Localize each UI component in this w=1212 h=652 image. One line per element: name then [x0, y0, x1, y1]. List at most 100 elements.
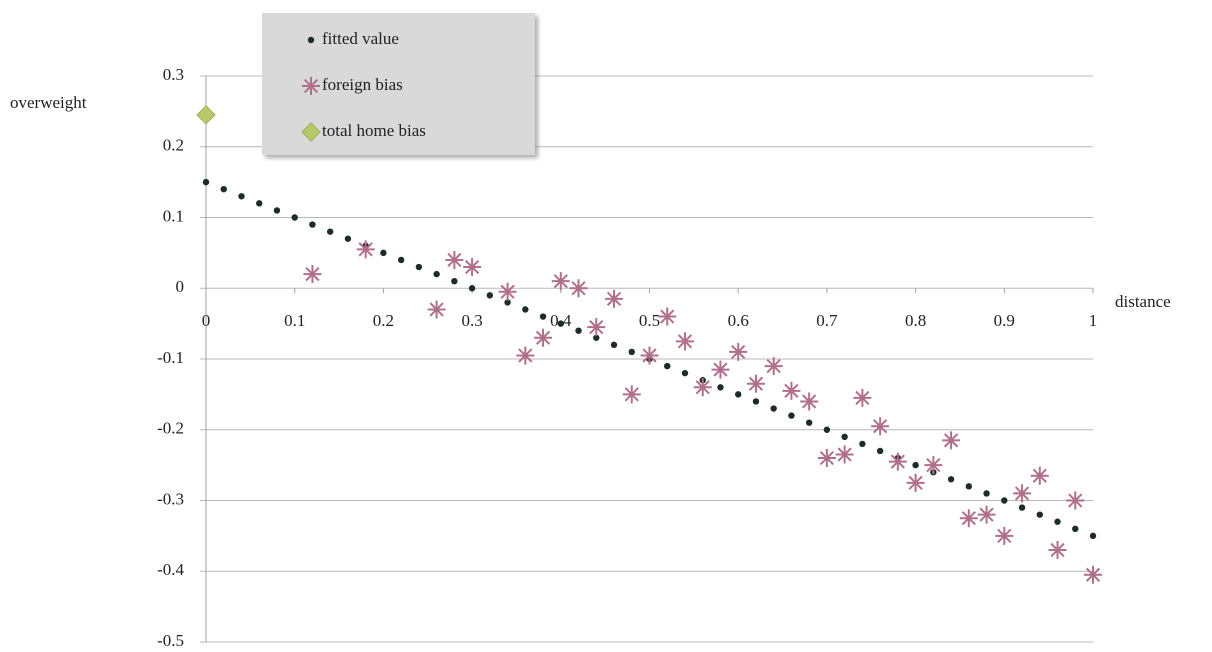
foreign-bias-point	[729, 342, 748, 361]
foreign-bias-point	[693, 378, 712, 397]
fitted-point	[1054, 518, 1061, 525]
fitted-point	[1036, 511, 1043, 518]
x-tick-label: 0.1	[284, 311, 305, 330]
foreign-bias-point	[1030, 466, 1049, 485]
fitted-point	[539, 313, 547, 320]
fitted-point	[291, 214, 298, 221]
fitted-point	[912, 461, 919, 469]
y-tick-label: -0.2	[157, 419, 184, 438]
home-bias-point	[196, 105, 216, 125]
fitted-point	[468, 285, 476, 292]
fitted-point	[397, 256, 405, 264]
fitted-point	[805, 419, 813, 426]
legend-marker	[301, 122, 321, 142]
fitted-point	[983, 490, 990, 497]
y-tick-label: -0.1	[157, 348, 184, 367]
fitted-point	[947, 476, 955, 483]
fitted-point	[504, 299, 511, 306]
fitted-point	[735, 391, 742, 398]
y-tick-label: 0.1	[163, 206, 184, 225]
fitted-point	[841, 433, 848, 441]
fitted-point	[433, 270, 440, 278]
foreign-bias-point	[675, 332, 694, 351]
foreign-bias-point	[427, 300, 446, 319]
foreign-bias-point	[906, 473, 925, 492]
x-axis-label: distance	[1115, 292, 1171, 311]
x-tick-label: 0.7	[816, 311, 838, 330]
fitted-point	[522, 306, 529, 313]
fitted-point	[238, 193, 245, 200]
fitted-point	[415, 263, 423, 271]
fitted-point	[770, 405, 777, 412]
x-tick-label: 0.8	[905, 311, 926, 330]
fitted-point	[451, 277, 458, 285]
foreign-bias-point	[463, 258, 482, 277]
legend-marker	[302, 77, 320, 95]
fitted-point	[965, 483, 973, 490]
foreign-bias-point	[445, 250, 464, 269]
fitted-point	[1018, 504, 1026, 511]
foreign-bias-point	[516, 346, 535, 365]
y-tick-label: 0.3	[163, 65, 184, 84]
y-axis-label: overweight	[10, 93, 87, 112]
fitted-point	[575, 327, 582, 334]
fitted-point	[876, 447, 884, 455]
fitted-point	[628, 348, 635, 356]
legend-label: total home bias	[322, 121, 426, 140]
y-tick-label: -0.5	[157, 631, 184, 650]
legend: fitted value foreign bias total home bias	[262, 13, 535, 155]
foreign-bias-point	[303, 265, 322, 284]
fitted-point	[859, 440, 866, 448]
fitted-point	[1072, 525, 1079, 532]
fitted-point	[788, 412, 795, 419]
x-tick-label: 0.2	[373, 311, 394, 330]
fitted-point	[486, 292, 494, 299]
x-tick-label: 0.3	[461, 311, 482, 330]
foreign-bias-point	[871, 417, 890, 436]
foreign-bias-point	[622, 385, 641, 404]
foreign-bias-point	[800, 392, 819, 411]
foreign-bias-point	[764, 357, 783, 376]
fitted-point	[823, 426, 831, 433]
x-tick-label: 0.6	[728, 311, 749, 330]
foreign-bias-point	[995, 526, 1014, 545]
foreign-bias-point	[782, 381, 801, 400]
legend-label: foreign bias	[322, 75, 403, 94]
foreign-bias-point	[942, 431, 961, 450]
foreign-bias-point	[1048, 541, 1067, 560]
fitted-point	[309, 221, 316, 228]
fitted-point	[202, 178, 210, 186]
foreign-bias-point	[551, 272, 570, 291]
fitted-point	[380, 249, 387, 257]
fitted-point	[344, 235, 352, 242]
foreign-bias-point	[817, 449, 836, 468]
foreign-bias-point	[569, 279, 588, 298]
foreign-bias-point	[853, 388, 872, 407]
fitted-point	[664, 362, 671, 370]
foreign-bias-point	[835, 445, 854, 464]
fitted-point	[717, 384, 724, 391]
y-tick-label: -0.4	[157, 560, 184, 579]
foreign-bias-point	[977, 505, 996, 524]
foreign-bias-point	[356, 240, 375, 259]
foreign-bias-point	[711, 360, 730, 379]
fitted-point	[1001, 497, 1008, 504]
fitted-point	[593, 334, 600, 341]
y-tick-label: -0.3	[157, 489, 184, 508]
fitted-point	[1089, 532, 1097, 540]
foreign-bias-point	[959, 509, 978, 528]
foreign-bias-point	[888, 452, 907, 471]
fitted-point	[273, 207, 281, 214]
x-tick-label: 0	[202, 311, 211, 330]
foreign-bias-point	[498, 282, 517, 301]
y-tick-label: 0.2	[163, 136, 184, 155]
fitted-point	[256, 200, 263, 207]
fitted-point	[752, 398, 760, 405]
foreign-bias-point	[746, 374, 765, 393]
foreign-bias-point	[605, 289, 624, 308]
foreign-bias-point	[640, 346, 659, 365]
foreign-bias-point	[658, 307, 677, 326]
fitted-point	[610, 341, 618, 349]
foreign-bias-point	[587, 318, 606, 337]
